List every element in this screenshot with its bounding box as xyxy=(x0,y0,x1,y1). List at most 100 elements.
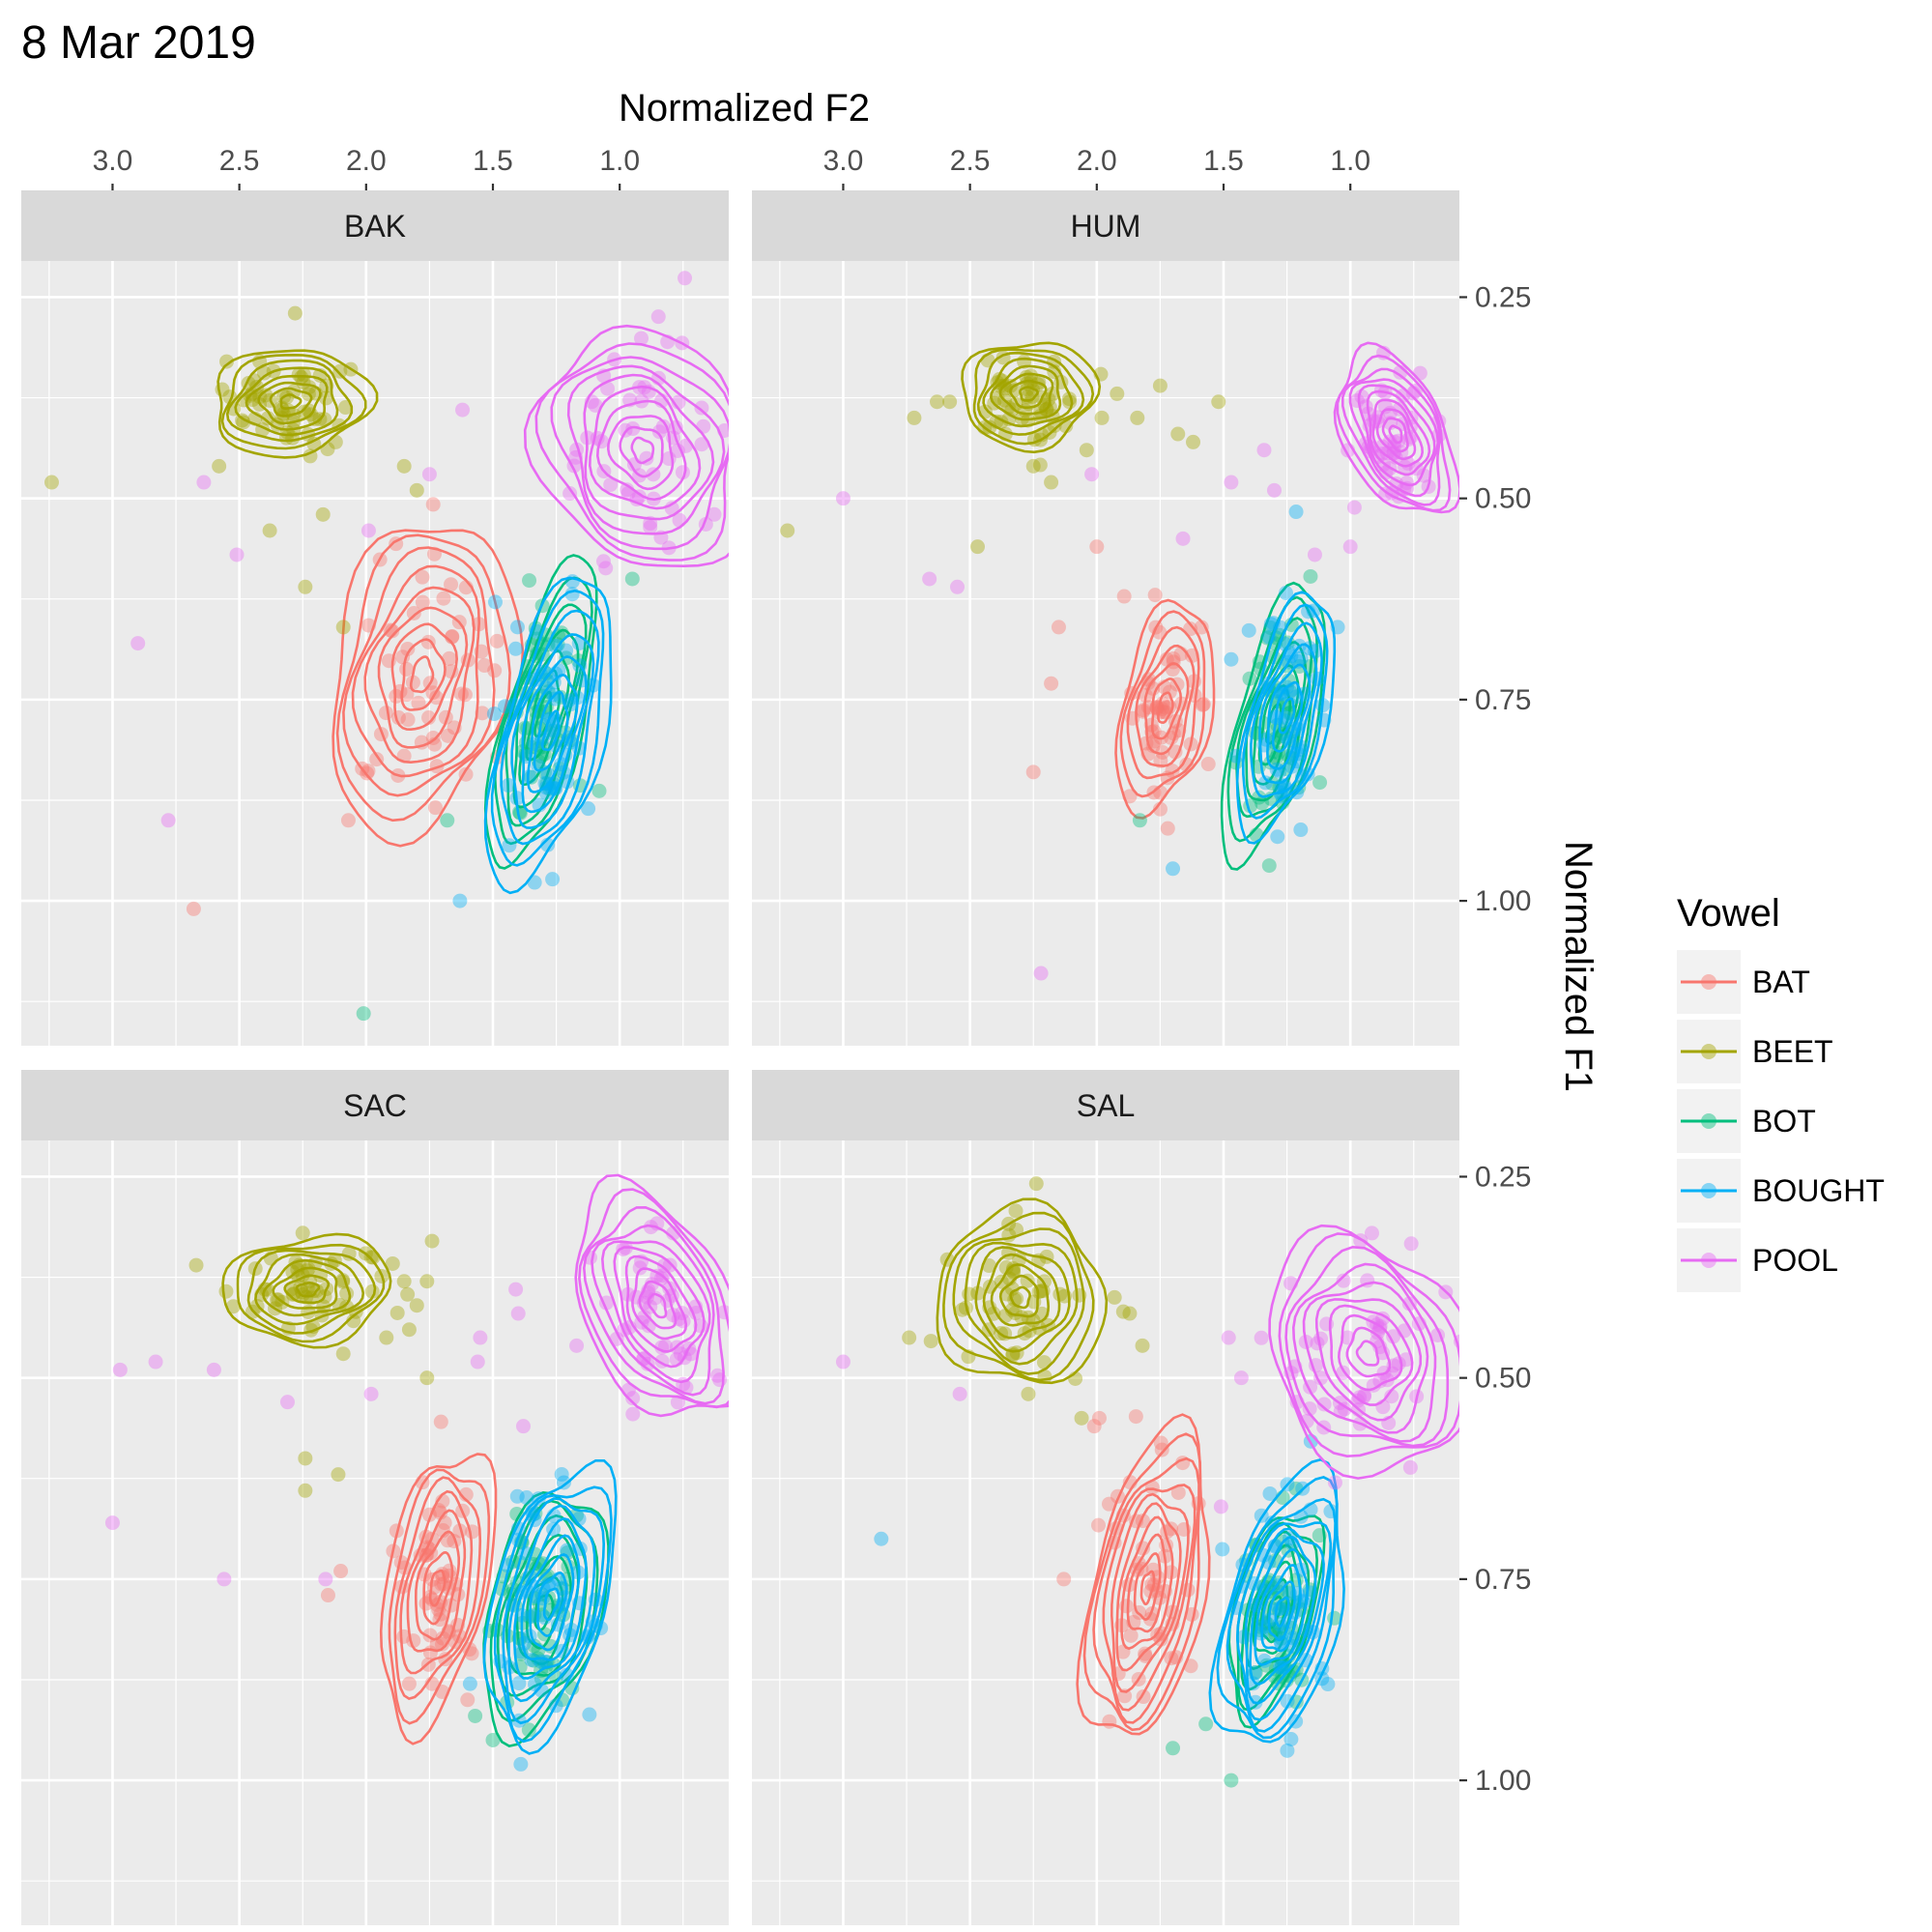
point-bat xyxy=(1128,1409,1143,1425)
point-bat xyxy=(1138,1648,1153,1663)
contour-pool xyxy=(630,436,655,465)
point-bought xyxy=(502,838,517,853)
point-pool xyxy=(950,579,966,594)
point-beet xyxy=(332,363,348,379)
point-beet xyxy=(285,1264,301,1280)
point-beet xyxy=(1079,443,1094,458)
point-pool xyxy=(1357,1388,1372,1403)
contour-pool xyxy=(523,324,729,568)
point-bought xyxy=(1280,1743,1295,1758)
point-bot xyxy=(440,813,455,828)
point-pool xyxy=(649,1268,665,1283)
point-bat xyxy=(1123,1628,1139,1643)
contour-beet xyxy=(220,353,367,450)
point-beet xyxy=(902,1330,917,1345)
point-bat xyxy=(1044,676,1059,691)
x-tick-label: 3.0 xyxy=(823,145,864,177)
contour-bat xyxy=(400,638,447,711)
legend-key-point-bat xyxy=(1701,974,1716,990)
contour-bought xyxy=(533,690,569,772)
x-axis-col-1: 3.0 2.5 2.0 1.5 1.0 xyxy=(823,145,1370,190)
point-bought xyxy=(501,778,516,793)
point-bought xyxy=(511,1713,527,1728)
point-pool xyxy=(360,523,376,538)
contour-beet xyxy=(254,1253,365,1326)
contour-bought xyxy=(1208,1457,1345,1744)
point-beet xyxy=(43,475,59,490)
strip-label-sal: SAL xyxy=(1077,1088,1135,1123)
point-bought xyxy=(1288,505,1304,520)
contour-bat xyxy=(1114,598,1216,820)
contour-pool xyxy=(1357,384,1436,487)
point-pool xyxy=(1327,1475,1342,1490)
point-bought xyxy=(487,594,503,610)
point-bot xyxy=(1224,1773,1239,1788)
contour-bat xyxy=(1126,1533,1168,1633)
point-bat xyxy=(435,1570,450,1585)
series-bat xyxy=(1025,539,1216,836)
point-pool xyxy=(112,1362,128,1377)
contour-pool xyxy=(600,1240,711,1384)
point-pool xyxy=(1384,1389,1399,1404)
contour-pool xyxy=(1328,1304,1414,1406)
x-axis-title: Normalized F2 xyxy=(619,87,870,130)
point-bought xyxy=(1293,650,1309,666)
point-bot xyxy=(485,1732,501,1747)
y-tick-label: 1.00 xyxy=(1475,885,1531,917)
contour-bought xyxy=(520,1534,581,1661)
point-bat xyxy=(385,623,400,639)
point-bat xyxy=(475,706,490,721)
point-bought xyxy=(511,1676,527,1691)
contour-beet xyxy=(936,1197,1109,1385)
contour-bat xyxy=(388,1468,491,1725)
contour-bought xyxy=(510,633,595,829)
contour-beet xyxy=(246,1249,377,1335)
panel-sac: SAC xyxy=(21,1070,729,1925)
contour-pool xyxy=(1302,1281,1429,1434)
panel-bak: BAK xyxy=(21,190,729,1046)
point-pool xyxy=(616,1241,631,1256)
point-beet xyxy=(409,482,424,498)
contour-bat xyxy=(1120,1515,1174,1651)
point-bat xyxy=(1116,589,1132,604)
series-beet xyxy=(902,1176,1150,1426)
legend-key-point-beet xyxy=(1701,1044,1716,1059)
point-bat xyxy=(1166,650,1181,666)
contour-bought xyxy=(527,673,579,793)
series-beet xyxy=(43,305,424,635)
point-pool xyxy=(603,476,619,492)
point-bat xyxy=(411,695,426,710)
y-axis-title: Normalized F1 xyxy=(1557,841,1600,1092)
contour-bat xyxy=(406,1509,467,1653)
point-pool xyxy=(835,1354,851,1370)
contour-beet xyxy=(989,364,1062,421)
point-pool xyxy=(1213,1499,1228,1514)
x-tick-label: 1.5 xyxy=(473,145,513,177)
point-bot xyxy=(554,625,569,641)
contour-beet xyxy=(972,348,1095,446)
contour-bought xyxy=(490,589,605,867)
point-beet xyxy=(225,1299,241,1314)
contour-beet xyxy=(976,351,1085,436)
contour-bot xyxy=(1240,1530,1311,1691)
contour-pool xyxy=(619,425,664,478)
point-pool xyxy=(104,1515,120,1531)
point-bot xyxy=(512,804,528,820)
point-pool xyxy=(1386,1329,1401,1344)
point-bought xyxy=(519,1490,534,1506)
contour-beet xyxy=(982,1253,1061,1340)
point-pool xyxy=(562,486,578,502)
point-pool xyxy=(160,813,176,828)
point-beet xyxy=(1094,410,1110,425)
point-bought xyxy=(1224,651,1239,667)
contour-beet xyxy=(998,1274,1040,1318)
point-bought xyxy=(1283,1732,1299,1747)
contour-pool xyxy=(1268,1224,1459,1480)
contour-bought xyxy=(1235,591,1337,845)
contour-bought xyxy=(502,1497,606,1725)
point-pool xyxy=(1401,1296,1417,1312)
y-tick-label: 0.50 xyxy=(1475,483,1531,515)
point-beet xyxy=(907,410,922,425)
point-pool xyxy=(1256,443,1272,458)
